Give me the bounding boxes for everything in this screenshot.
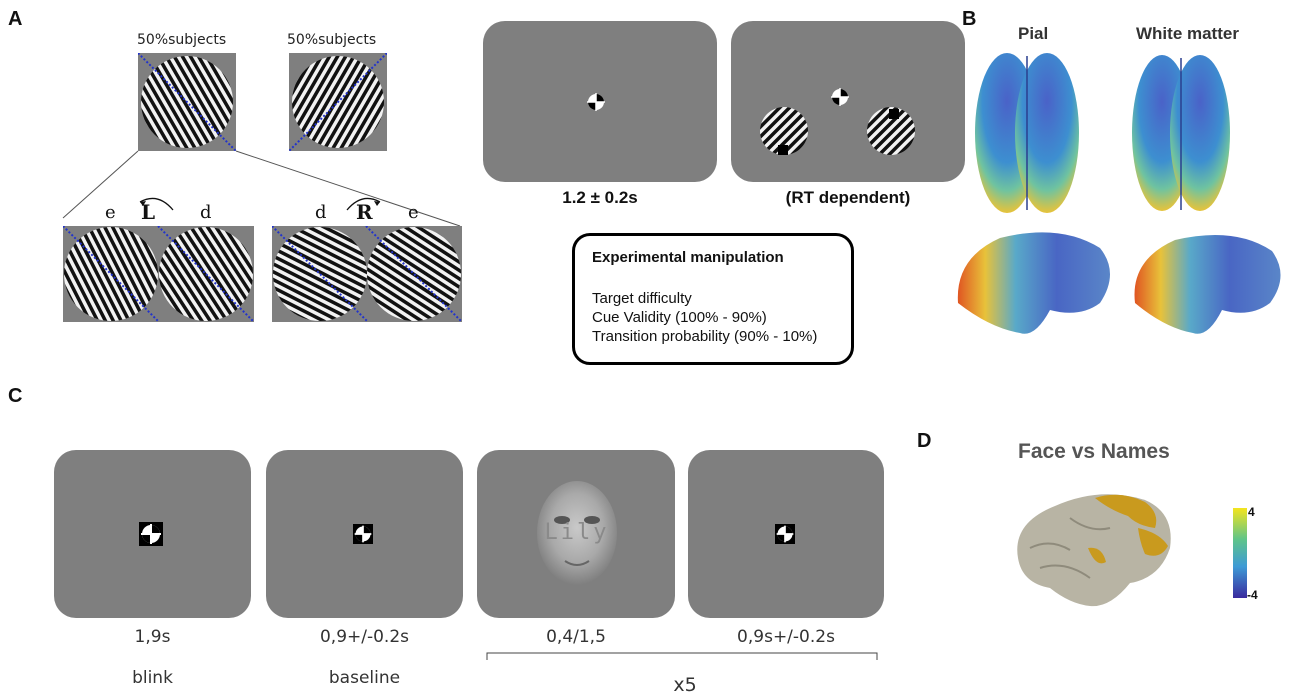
brain-activation-image [1017,494,1171,607]
grating-left-top [138,53,236,151]
left-rotate-arrow-icon [139,197,174,211]
grating-right-top [289,53,387,151]
manipulation-title: Experimental manipulation [592,249,784,266]
colorbar-max: 4 [1248,505,1255,519]
fixation-target-icon [353,524,373,544]
group-left-label: 50%subjects [137,32,227,48]
fixation-cross-icon [587,93,605,111]
right-pair-rotation: R [356,200,373,224]
target-grating-left [760,107,808,155]
repeat-label: x5 [673,674,697,696]
target-grating-right [867,107,915,155]
trial-screen-blink [54,450,251,618]
grating-pair-right [272,226,462,322]
panel-d-letter: D [917,430,932,452]
left-pair-e: e [105,202,116,223]
task-screen-fixation [483,21,717,182]
right-pair-e: e [408,202,419,223]
left-pair-d: d [200,202,212,223]
face-word: Lily [544,520,610,545]
trial-screen-face: Lily [477,450,675,618]
panel-a-letter: A [8,8,23,30]
pial-title: Pial [1018,24,1049,43]
right-pair-d: d [315,202,327,223]
screen-time: 0,9s+/-0.2s [737,627,835,647]
trial-screen-post [688,450,884,618]
screen-1-caption: 1.2 ± 0.2s [562,188,638,207]
face-image [537,481,617,585]
screen-2-caption: (RT dependent) [785,188,911,207]
zoom-lines [62,150,461,227]
manipulation-line: Transition probability (90% - 10%) [592,328,818,345]
grating-pair-left [63,226,254,322]
group-right-label: 50%subjects [287,32,377,48]
colorbar-min: -4 [1247,588,1258,602]
left-pair-rotation: L [141,200,156,224]
brain-maps-image [957,53,1281,334]
screen-time: 0,9+/-0.2s [319,627,410,647]
colorbar [1233,508,1247,598]
white-matter-title: White matter [1136,24,1239,43]
repeat-bracket [486,652,878,660]
screen-time: 0,4/1,5 [546,627,606,647]
task-screen-targets [731,21,965,182]
fixation-target-icon [139,522,163,546]
fixation-cross-icon [831,88,849,106]
manipulation-line: Target difficulty [592,290,692,307]
panel-d-title: Face vs Names [1018,440,1170,463]
fixation-target-icon [775,524,795,544]
manipulation-box: Experimental manipulation Target difficu… [572,233,854,365]
blink-label: blink [132,668,173,688]
panel-b-letter: B [962,8,977,30]
baseline-label: baseline [328,668,401,688]
right-rotate-arrow-icon [346,197,381,211]
screen-time: 1,9s [134,627,171,647]
manipulation-line: Cue Validity (100% - 90%) [592,309,767,326]
trial-screen-baseline [266,450,463,618]
panel-c-letter: C [8,385,23,407]
